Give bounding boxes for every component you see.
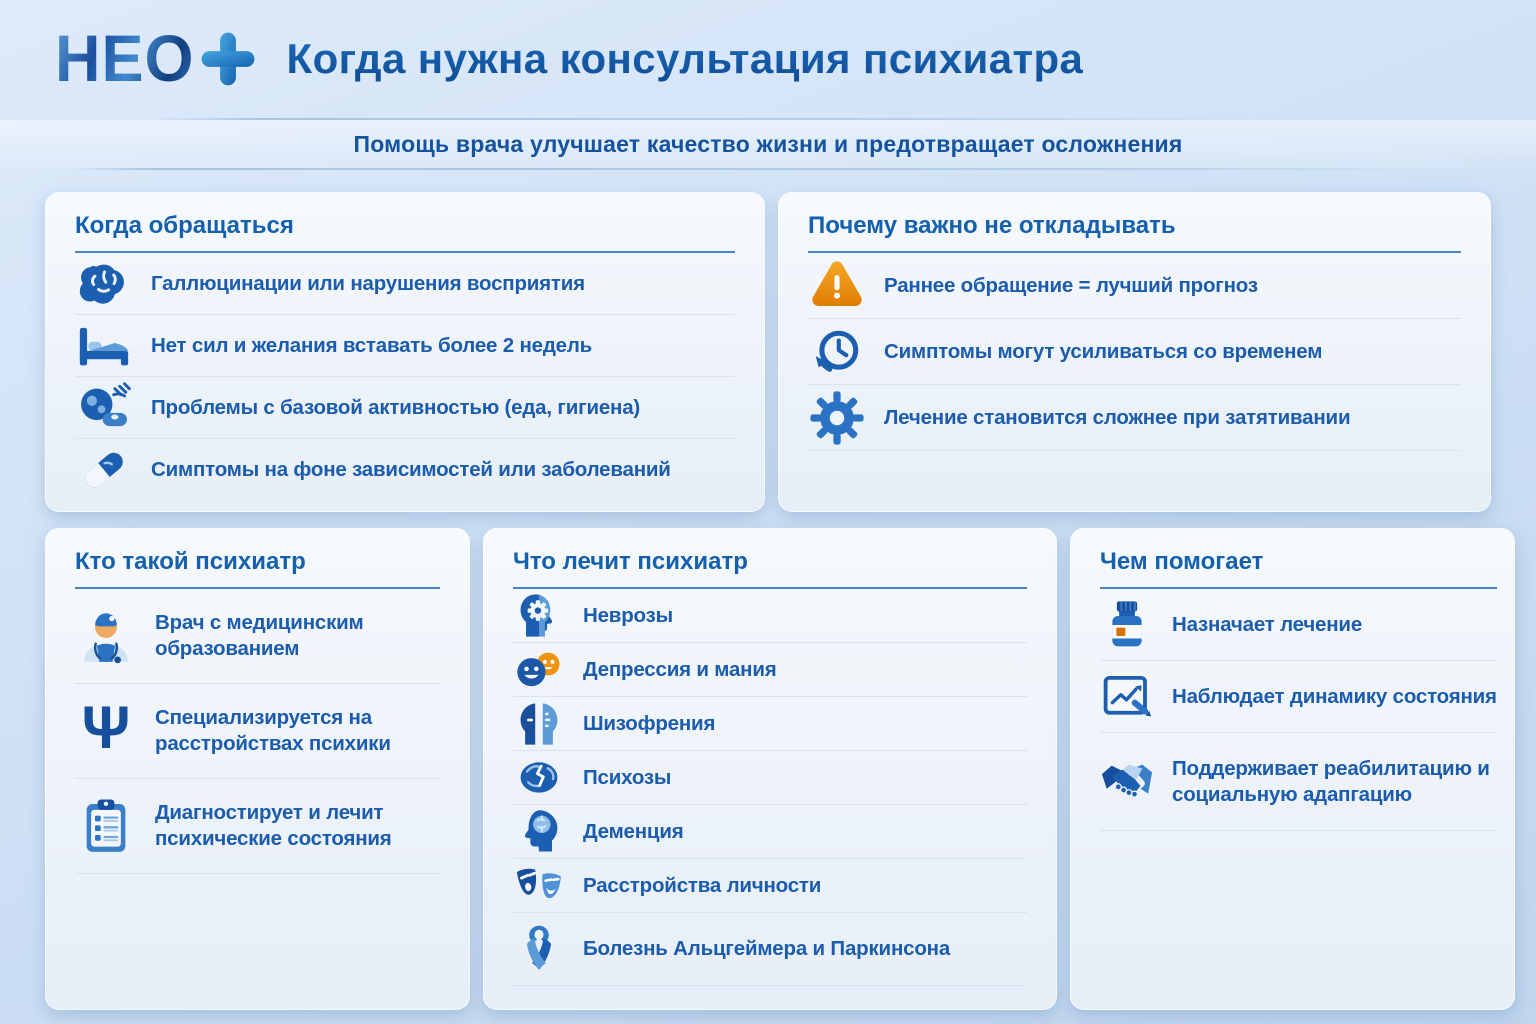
head-brain-icon xyxy=(513,806,565,858)
theater-masks-icon xyxy=(513,860,565,912)
list-item: Нет сил и желания вставать более 2 недел… xyxy=(75,315,735,377)
clock-history-icon xyxy=(808,323,866,381)
logo-text: НЕО xyxy=(55,21,195,96)
list-item: Проблемы с базовой активностью (еда, гиг… xyxy=(75,377,735,439)
list-item: Раннее обращение = лучший прогноз xyxy=(808,253,1461,319)
brain-crack-icon xyxy=(513,752,565,804)
item-label: Нет сил и желания вставать более 2 недел… xyxy=(151,333,593,357)
when-items: Галлюцинации или нарушения восприятия xyxy=(75,253,735,501)
card-title: Кто такой психиатр xyxy=(75,548,440,589)
brain-icon xyxy=(75,255,133,313)
list-item: Наблюдает динамику состояния xyxy=(1100,661,1497,733)
item-label: Специализируется на расстройствах психик… xyxy=(155,706,391,755)
page-subtitle: Помощь врача улучшает качество жизни и п… xyxy=(353,130,1183,157)
why-items: Раннее обращение = лучший прогноз Симпто… xyxy=(808,253,1461,451)
card-title: Почему важно не откладывать xyxy=(808,212,1461,253)
list-item: Лечение становится сложнее при затятиван… xyxy=(808,385,1461,451)
psi-icon: Ψ xyxy=(75,694,137,762)
split-head-icon xyxy=(513,698,565,750)
list-item: Назначает лечение xyxy=(1100,589,1497,661)
item-label: Депрессия и мания xyxy=(583,657,777,681)
item-label: Психозы xyxy=(583,765,672,789)
gear-icon xyxy=(808,389,866,447)
meal-icon xyxy=(75,379,133,437)
subtitle-divider xyxy=(70,168,1426,170)
list-item: Диагностирует и лечит психические состоя… xyxy=(75,779,440,874)
card-what-treats: Что лечит психиатр xyxy=(483,528,1057,1010)
list-item: Симптомы могут усиливаться со временем xyxy=(808,319,1461,385)
item-label: Назначает лечение xyxy=(1172,612,1363,636)
treats-items: Неврозы xyxy=(513,589,1027,986)
pill-icon xyxy=(75,441,133,499)
item-label: Расстройства личности xyxy=(583,873,822,897)
item-label: Галлюцинации или нарушения восприятия xyxy=(151,271,585,295)
card-title: Что лечит психиатр xyxy=(513,548,1027,589)
list-item: Галлюцинации или нарушения восприятия xyxy=(75,253,735,315)
list-item: Врач с медицинским образованием xyxy=(75,589,440,684)
subtitle-band: Помощь врача улучшает качество жизни и п… xyxy=(0,120,1536,168)
list-item: Расстройства личности xyxy=(513,859,1027,913)
item-label: Диагностирует и лечит психические состоя… xyxy=(155,801,392,850)
list-item: Психозы xyxy=(513,751,1027,805)
list-item: Депрессия и мания xyxy=(513,643,1027,697)
row-top: Когда обращаться Галлюцинации или наруше… xyxy=(45,192,1491,512)
neo-logo: НЕО xyxy=(55,21,257,96)
head-gear-icon xyxy=(513,590,565,642)
helps-items: Назначает лечение xyxy=(1100,589,1497,831)
item-label: Симптомы могут усиливаться со временем xyxy=(884,339,1323,363)
card-title: Чем помогает xyxy=(1100,548,1497,589)
chart-dynamics-icon xyxy=(1100,670,1154,724)
card-title: Когда обращаться xyxy=(75,212,735,253)
who-items: Врач с медицинским образованием Ψ Специа… xyxy=(75,589,440,874)
item-label: Болезнь Альцгеймера и Паркинсона xyxy=(583,937,951,961)
item-label: Шизофрения xyxy=(583,711,716,735)
list-item: Симптомы на фоне зависимостей или заболе… xyxy=(75,439,735,501)
item-label: Врач с медицинским образованием xyxy=(155,611,364,660)
clipboard-icon xyxy=(75,795,137,857)
list-item: Поддерживает реабилитацию и социальную а… xyxy=(1100,733,1497,831)
list-item: Неврозы xyxy=(513,589,1027,643)
list-item: Ψ Специализируется на расстройствах псих… xyxy=(75,684,440,779)
item-label: Симптомы на фоне зависимостей или заболе… xyxy=(151,458,671,482)
awareness-ribbon-icon xyxy=(513,923,565,975)
card-when-to-consult: Когда обращаться Галлюцинации или наруше… xyxy=(45,192,765,512)
handshake-icon xyxy=(1100,755,1154,809)
header: НЕО Когда нужна консультация психиатра xyxy=(0,0,1536,118)
item-label: Деменция xyxy=(583,819,684,843)
item-label: Наблюдает динамику состояния xyxy=(1172,684,1497,708)
psi-glyph: Ψ xyxy=(81,694,131,761)
item-label: Неврозы xyxy=(583,603,673,627)
card-who-is-psychiatrist: Кто такой психиатр xyxy=(45,528,470,1010)
list-item: Шизофрения xyxy=(513,697,1027,751)
warning-icon xyxy=(808,257,866,315)
logo-plus-icon xyxy=(201,32,254,86)
item-label: Раннее обращение = лучший прогноз xyxy=(884,273,1258,297)
card-why-not-delay: Почему важно не откладывать xyxy=(778,192,1491,512)
item-label: Проблемы с базовой активностью (еда, гиг… xyxy=(151,395,641,419)
item-label: Поддерживает реабилитацию и социальную а… xyxy=(1172,756,1490,806)
medicine-bottle-icon xyxy=(1100,598,1154,652)
list-item: Болезнь Альцгеймера и Паркинсона xyxy=(513,913,1027,986)
card-how-helps: Чем помогает xyxy=(1070,528,1515,1010)
item-label: Лечение становится сложнее при затятиван… xyxy=(884,405,1351,429)
bed-icon xyxy=(75,317,133,375)
doctor-icon xyxy=(75,605,137,667)
row-bottom: Кто такой психиатр xyxy=(45,528,1515,1010)
cards-grid: Когда обращаться Галлюцинации или наруше… xyxy=(45,192,1515,1010)
mood-faces-icon xyxy=(513,644,565,696)
list-item: Деменция xyxy=(513,805,1027,859)
page-title: Когда нужна консультация психиатра xyxy=(286,35,1084,82)
header-divider xyxy=(150,118,1246,120)
